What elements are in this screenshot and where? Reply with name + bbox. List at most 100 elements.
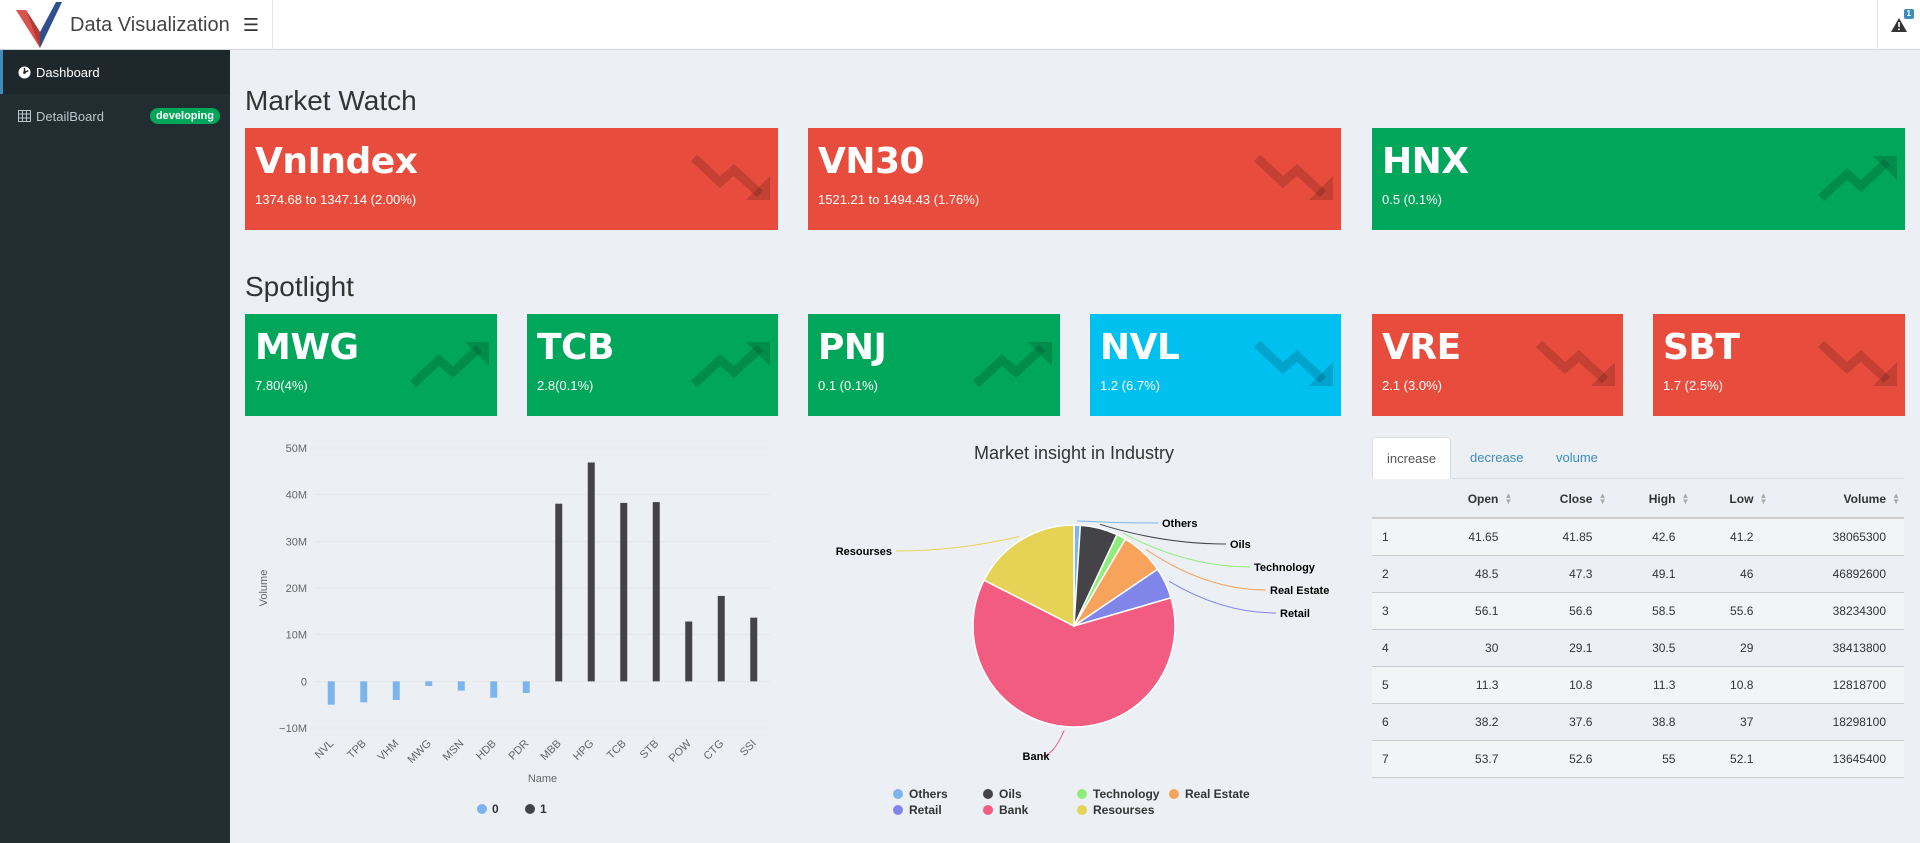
- row-index-cell: 1: [1372, 517, 1426, 555]
- legend-item[interactable]: Others: [893, 787, 948, 801]
- legend-item[interactable]: 1: [525, 802, 547, 816]
- card-title: PNJ: [818, 327, 887, 368]
- row-index-cell: 4: [1372, 628, 1426, 666]
- spotlight-card-mwg[interactable]: MWG 7.80(4%): [245, 314, 497, 416]
- tab-decrease[interactable]: decrease: [1470, 450, 1524, 465]
- row-index-cell: 6: [1372, 702, 1426, 740]
- table-cell: 55: [1610, 739, 1694, 778]
- legend-item[interactable]: Real Estate: [1169, 787, 1250, 801]
- market-card-vnindex[interactable]: VnIndex 1374.68 to 1347.14 (2.00%): [245, 128, 778, 230]
- table-cell: 11.3: [1610, 665, 1694, 703]
- row-index-cell: 5: [1372, 665, 1426, 703]
- card-title: NVL: [1100, 327, 1180, 368]
- data-label: Technology: [1254, 562, 1316, 574]
- svg-text:Technology: Technology: [1093, 787, 1160, 801]
- x-tick-label: TPB: [345, 738, 369, 762]
- table-cell: 52.6: [1516, 739, 1611, 778]
- sidebar-item-detailboard[interactable]: DetailBoard developing: [0, 94, 230, 138]
- trend-down-icon: [1253, 154, 1333, 200]
- legend-item[interactable]: Retail: [893, 803, 942, 817]
- bar-CTG: [717, 595, 725, 682]
- table-cell: 49.1: [1610, 554, 1694, 592]
- table-row[interactable]: 1 41.65 41.85 42.6 41.2 38065300: [1372, 517, 1904, 555]
- trend-down-icon: [1817, 340, 1897, 386]
- tab-volume[interactable]: volume: [1556, 450, 1598, 465]
- spotlight-card-pnj[interactable]: PNJ 0.1 (0.1%): [808, 314, 1060, 416]
- table-cell: 42.6: [1610, 517, 1694, 555]
- table-row[interactable]: 3 56.1 56.6 58.5 55.6 38234300: [1372, 591, 1904, 629]
- market-card-hnx[interactable]: HNX 0.5 (0.1%): [1372, 128, 1905, 230]
- column-header-volume[interactable]: Volume ▲ ▼: [1771, 481, 1904, 519]
- tab-increase[interactable]: increase: [1372, 437, 1452, 479]
- table-cell: 29.1: [1516, 628, 1611, 666]
- data-label: Others: [1162, 518, 1197, 530]
- data-label-connector: [895, 535, 1020, 552]
- sidebar-toggle-button[interactable]: ☰: [230, 0, 273, 50]
- column-header-high[interactable]: High ▲ ▼: [1610, 481, 1694, 519]
- spotlight-title: Spotlight: [245, 271, 354, 302]
- table-cell: 55.6: [1693, 591, 1772, 629]
- row-index-cell: 2: [1372, 554, 1426, 592]
- bar-MBB: [555, 503, 563, 682]
- data-label-connector: [1122, 532, 1251, 568]
- trend-up-icon: [690, 342, 770, 388]
- table-row[interactable]: 5 11.3 10.8 11.3 10.8 12818700: [1372, 665, 1904, 703]
- card-detail: 0.5 (0.1%): [1382, 192, 1442, 207]
- table-row[interactable]: 6 38.2 37.6 38.8 37 18298100: [1372, 702, 1904, 740]
- table-cell: 37: [1693, 702, 1772, 740]
- sidebar-item-dashboard[interactable]: Dashboard: [0, 50, 230, 94]
- table-cell: 38234300: [1771, 591, 1904, 629]
- app-title: Data Visualization: [70, 13, 230, 36]
- table-cell: 38413800: [1771, 628, 1904, 666]
- spotlight-card-tcb[interactable]: TCB 2.8(0.1%): [527, 314, 778, 416]
- card-title: HNX: [1382, 141, 1469, 182]
- industry-pie-chart: Market insight in IndustryOthersOilsTech…: [836, 443, 1330, 817]
- y-tick-label: 50M: [286, 443, 307, 455]
- column-header-low[interactable]: Low ▲ ▼: [1693, 481, 1772, 519]
- table-row[interactable]: 4 30 29.1 30.5 29 38413800: [1372, 628, 1904, 666]
- card-title: SBT: [1663, 327, 1740, 368]
- card-title: VN30: [818, 141, 925, 182]
- y-tick-label: 40M: [286, 490, 307, 502]
- trend-down-icon: [1535, 340, 1615, 386]
- svg-text:1: 1: [540, 802, 547, 816]
- table-row[interactable]: 7 53.7 52.6 55 52.1 13645400: [1372, 739, 1904, 778]
- table-cell: 41.65: [1426, 517, 1517, 555]
- legend-item[interactable]: Bank: [983, 803, 1029, 817]
- spotlight-card-nvl[interactable]: NVL 1.2 (6.7%): [1090, 314, 1341, 416]
- app-logo[interactable]: Data Visualization: [0, 0, 230, 50]
- legend-item[interactable]: Resourses: [1077, 803, 1155, 817]
- table-cell: 47.3: [1516, 554, 1611, 592]
- table-row[interactable]: 2 48.5 47.3 49.1 46 46892600: [1372, 554, 1904, 592]
- table-cell: 52.1: [1693, 739, 1772, 778]
- market-watch-title: Market Watch: [245, 85, 417, 116]
- spotlight-card-sbt[interactable]: SBT 1.7 (2.5%): [1653, 314, 1905, 416]
- table-cell: 29: [1693, 628, 1772, 666]
- x-tick-label: TCB: [605, 738, 629, 762]
- bar-STB: [652, 502, 660, 682]
- legend-item[interactable]: Technology: [1077, 787, 1160, 801]
- dashboard-icon: [18, 65, 32, 79]
- pie-slice-bank[interactable]: [972, 579, 1176, 728]
- x-tick-label: VHM: [376, 738, 402, 764]
- column-header-open[interactable]: Open ▲ ▼: [1426, 481, 1517, 519]
- notification-count-badge: 1: [1903, 9, 1914, 19]
- data-label-connector: [1077, 520, 1159, 524]
- svg-text:0: 0: [492, 802, 499, 816]
- card-detail: 2.8(0.1%): [537, 378, 594, 393]
- x-tick-label: POW: [667, 737, 695, 765]
- market-card-vn30[interactable]: VN30 1521.21 to 1494.43 (1.76%): [808, 128, 1341, 230]
- x-tick-label: MWG: [406, 738, 434, 766]
- sidebar-item-label: DetailBoard: [36, 108, 104, 124]
- legend-item[interactable]: Oils: [983, 787, 1022, 801]
- data-label-connector: [1145, 549, 1267, 591]
- column-header-close[interactable]: Close ▲ ▼: [1516, 481, 1611, 519]
- pie-slice-resourses[interactable]: [982, 524, 1075, 628]
- spotlight-card-vre[interactable]: VRE 2.1 (3.0%): [1372, 314, 1623, 416]
- x-tick-label: PDR: [506, 738, 531, 763]
- card-detail: 0.1 (0.1%): [818, 378, 878, 393]
- legend-item[interactable]: 0: [477, 802, 499, 816]
- table-cell: 30.5: [1610, 628, 1694, 666]
- hamburger-icon: ☰: [242, 14, 260, 35]
- notification-button[interactable]: 1: [1877, 0, 1920, 50]
